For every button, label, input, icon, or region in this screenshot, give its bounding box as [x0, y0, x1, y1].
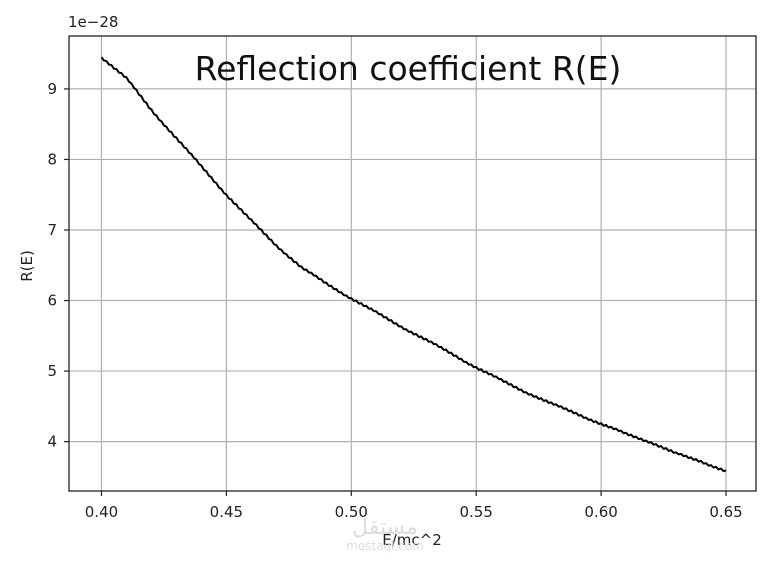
grid-lines [69, 36, 756, 491]
y-tick-label: 5 [47, 362, 57, 380]
y-axis-ticks: 4 5 6 7 8 9 [47, 80, 69, 451]
y-axis-label: R(E) [18, 250, 36, 282]
y-tick-label: 7 [47, 221, 57, 239]
axes-frame [68, 35, 757, 492]
x-tick-label: 0.45 [210, 503, 243, 521]
x-tick-label: 0.60 [584, 503, 617, 521]
watermark-logo: مستقل mostaql.com [346, 515, 424, 553]
x-tick-label: 0.50 [335, 503, 368, 521]
y-offset-text: 1e−28 [68, 13, 118, 31]
series-line [100, 56, 727, 473]
watermark-latin: mostaql.com [346, 539, 424, 553]
x-tick-label: 0.65 [709, 503, 742, 521]
x-axis-ticks: 0.40 0.45 0.50 0.55 0.60 0.65 [85, 491, 743, 521]
chart-title: Reflection coefficient R(E) [195, 49, 622, 88]
y-tick-label: 6 [47, 292, 57, 310]
y-tick-label: 8 [47, 150, 57, 168]
y-tick-label: 9 [47, 80, 57, 98]
x-tick-label: 0.55 [460, 503, 493, 521]
data-series [100, 56, 727, 473]
x-tick-label: 0.40 [85, 503, 118, 521]
x-axis-label: E/mc^2 [382, 531, 442, 549]
watermark-arabic: مستقل [352, 515, 418, 540]
y-tick-label: 4 [47, 433, 57, 451]
